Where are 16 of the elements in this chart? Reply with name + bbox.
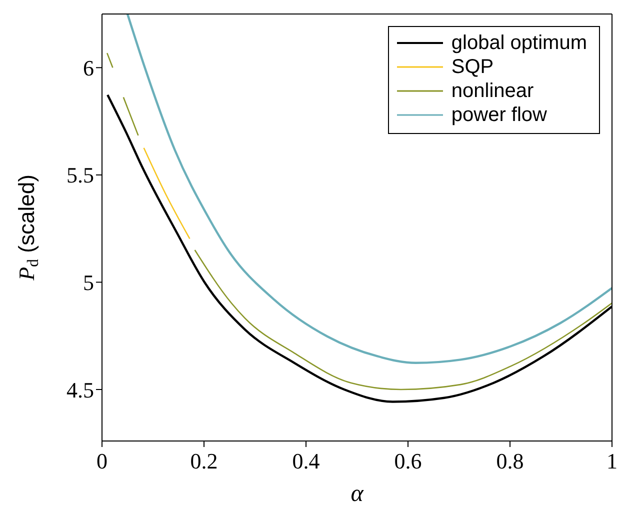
legend-label: global optimum [451,31,587,55]
x-tick-label: 1 [606,448,618,474]
x-tick-label: 0.8 [496,448,524,474]
legend-label: nonlinear [451,79,534,103]
y-tick-label: 6 [83,55,94,80]
y-tick-label: 5.5 [66,162,94,188]
legend-label: power flow [451,103,547,127]
x-tick-label: 0.6 [394,448,422,474]
x-tick-label: 0 [96,448,108,474]
x-axis-title: α [350,481,364,507]
legend-label: SQP [451,55,494,79]
y-tick-label: 5 [83,270,94,296]
y-tick-label: 4.5 [66,377,94,402]
x-tick-label: 0.4 [292,448,320,474]
x-tick-label: 0.2 [190,448,218,474]
line-series [126,14,612,364]
